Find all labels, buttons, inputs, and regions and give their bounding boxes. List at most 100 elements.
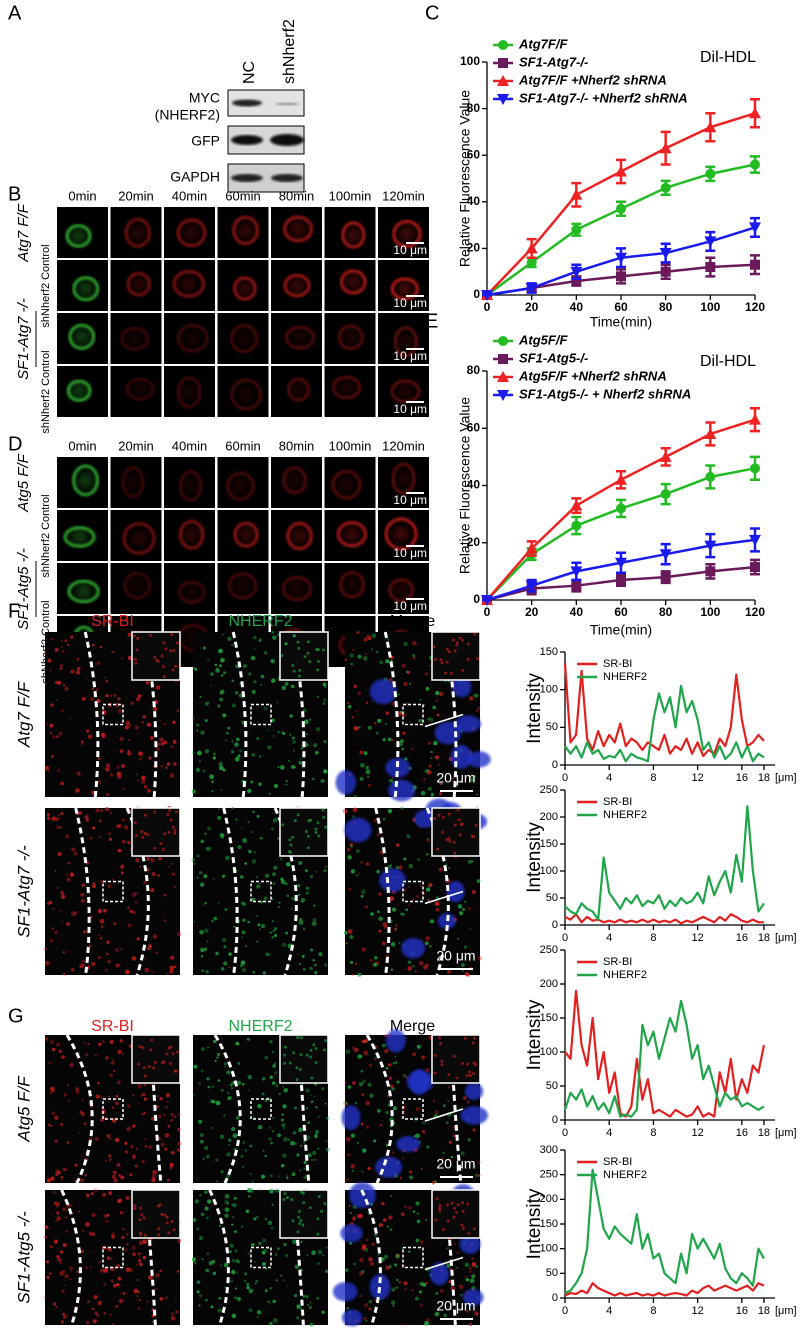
signal	[438, 1206, 442, 1210]
signal	[192, 1218, 197, 1222]
cell	[282, 466, 308, 495]
column-label: SR-BI	[91, 1018, 134, 1035]
signal	[110, 1257, 113, 1260]
signal	[367, 1166, 371, 1171]
legend-label: Atg7F/F	[518, 36, 568, 51]
signal	[143, 1083, 147, 1087]
signal	[271, 1081, 276, 1086]
signal	[62, 973, 66, 976]
signal	[392, 1151, 395, 1154]
signal	[44, 1037, 49, 1041]
signal	[305, 891, 309, 895]
signal	[49, 732, 53, 735]
signal	[176, 709, 179, 712]
signal	[136, 937, 140, 941]
signal	[70, 1269, 73, 1272]
signal	[143, 1097, 148, 1101]
signal	[420, 1303, 423, 1307]
signal	[148, 633, 152, 637]
panel-label: F	[8, 600, 20, 622]
signal	[285, 931, 289, 935]
nucleus	[369, 1274, 391, 1300]
signal	[111, 1174, 116, 1179]
signal	[306, 651, 310, 655]
signal	[385, 711, 389, 715]
signal	[382, 922, 388, 927]
signal	[456, 808, 460, 812]
signal	[433, 740, 438, 746]
signal	[231, 679, 235, 683]
y-tick-label: 50	[546, 1267, 558, 1279]
signal	[293, 634, 297, 638]
signal	[111, 1234, 115, 1239]
signal	[116, 771, 122, 777]
signal	[51, 1088, 56, 1093]
signal	[387, 864, 392, 870]
legend-label: Atg7F/F +Nherf2 shRNA	[518, 72, 667, 87]
y-tick-label: 40	[467, 478, 481, 492]
signal	[429, 919, 435, 924]
signal	[313, 904, 316, 907]
signal	[120, 867, 123, 870]
signal	[438, 1209, 442, 1213]
signal	[302, 1140, 306, 1144]
signal	[290, 684, 295, 689]
marker	[497, 371, 509, 382]
signal	[155, 658, 159, 662]
signal	[256, 737, 259, 740]
signal	[431, 1180, 436, 1185]
signal	[99, 645, 102, 649]
signal	[191, 789, 196, 794]
signal	[134, 725, 140, 730]
micrograph	[217, 260, 269, 311]
nucleus	[332, 1282, 358, 1302]
signal	[369, 1093, 374, 1098]
signal	[294, 1264, 300, 1270]
marker	[616, 503, 626, 514]
signal	[299, 1036, 303, 1040]
signal	[169, 773, 175, 778]
signal	[343, 1101, 347, 1105]
signal	[56, 1255, 60, 1259]
signal	[205, 1216, 209, 1220]
signal	[65, 1216, 68, 1219]
profile-line	[424, 1108, 464, 1122]
marker	[749, 107, 761, 119]
signal	[403, 682, 408, 687]
cell	[392, 220, 422, 248]
signal	[303, 1175, 307, 1180]
signal	[354, 1047, 359, 1053]
signal	[366, 701, 369, 704]
nucleus	[335, 770, 357, 795]
cell-boundary	[290, 631, 306, 798]
signal	[314, 1158, 317, 1161]
cell	[287, 377, 311, 402]
signal	[458, 911, 464, 916]
signal	[231, 643, 234, 647]
nucleus	[451, 675, 472, 698]
signal	[315, 726, 321, 732]
signal	[235, 1259, 240, 1263]
signal	[108, 1154, 111, 1157]
x-tick-label: 0	[484, 605, 491, 619]
signal	[238, 1261, 241, 1264]
signal	[314, 1047, 318, 1051]
y-tick-label: 150	[540, 1012, 558, 1024]
signal	[350, 662, 354, 666]
signal	[103, 1214, 108, 1218]
signal	[151, 871, 156, 877]
cell	[66, 379, 92, 402]
signal	[224, 1286, 227, 1289]
cell	[230, 323, 259, 354]
signal	[373, 1139, 377, 1143]
signal	[325, 1246, 328, 1249]
cell-glow	[343, 526, 360, 543]
signal	[464, 972, 469, 977]
signal	[67, 1099, 71, 1103]
signal	[137, 732, 140, 734]
signal	[403, 1281, 408, 1286]
signal	[312, 1043, 316, 1047]
signal	[51, 1111, 56, 1115]
signal	[60, 709, 64, 713]
signal	[204, 1146, 209, 1151]
